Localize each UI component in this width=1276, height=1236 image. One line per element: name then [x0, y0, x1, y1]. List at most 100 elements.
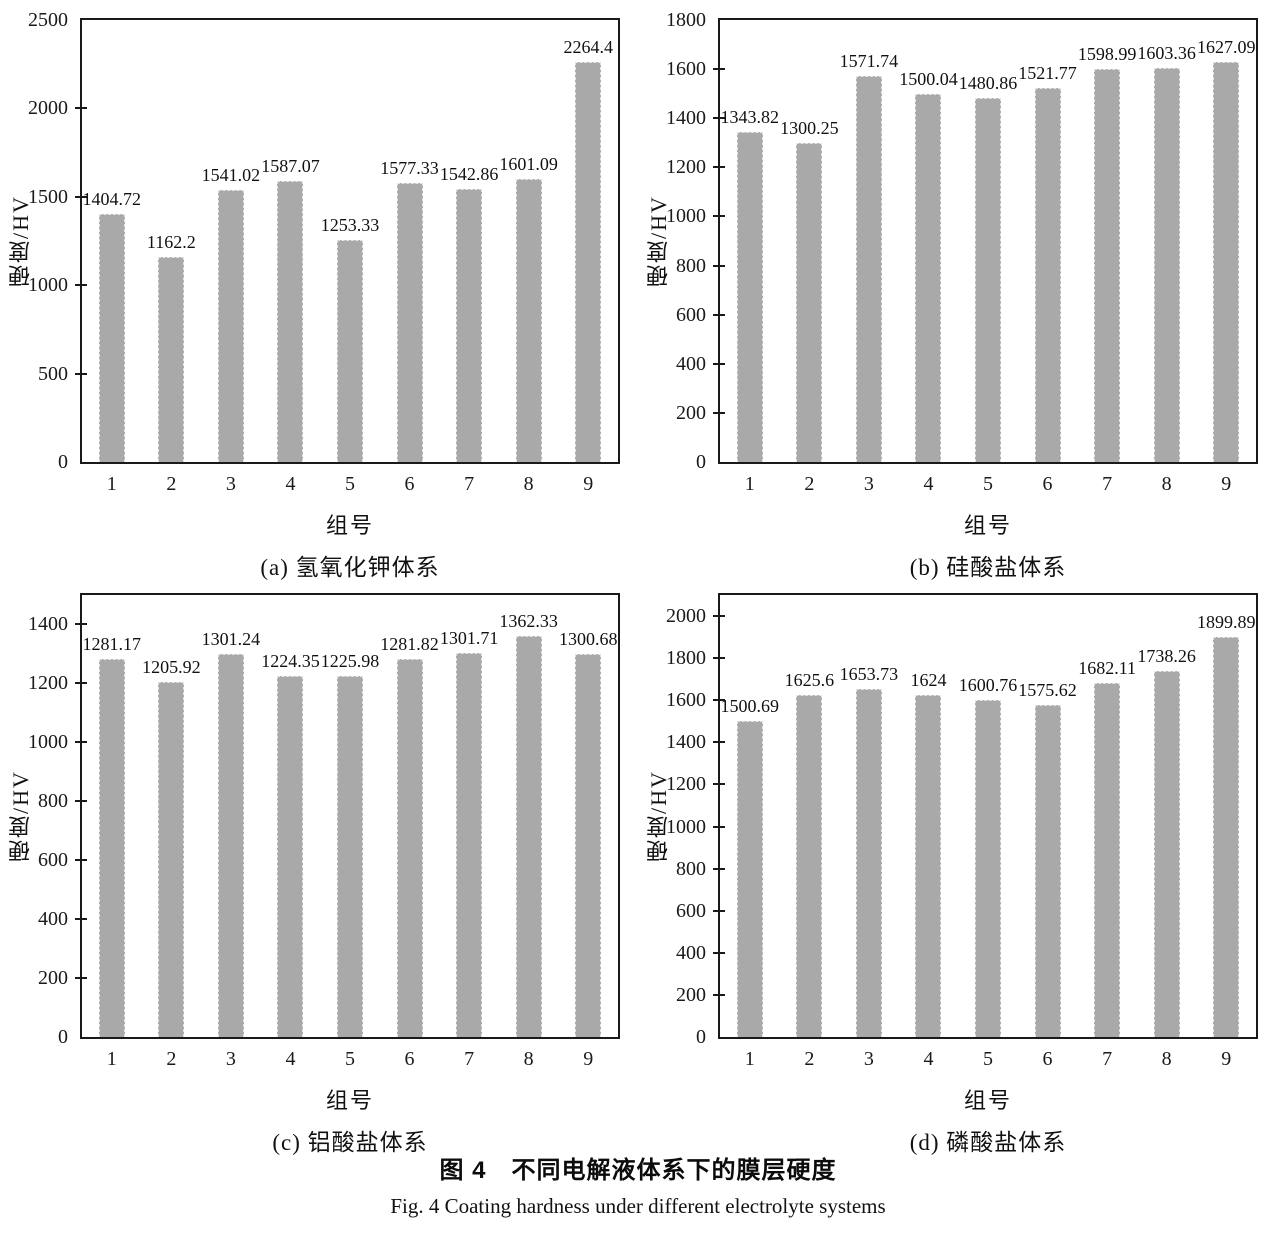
plot-area — [713, 18, 1258, 464]
y-tick-label: 0 — [696, 451, 706, 473]
bar-value-label: 1653.73 — [839, 663, 899, 684]
y-tick-label: 1800 — [666, 9, 706, 31]
bar — [277, 676, 304, 1037]
x-axis-title: 组号 — [325, 513, 375, 538]
y-tick-label: 1200 — [666, 773, 706, 796]
x-tick-label: 7 — [1102, 473, 1113, 495]
bar — [1213, 62, 1240, 462]
x-tick-label: 3 — [863, 473, 874, 495]
x-tick-label: 1 — [744, 473, 755, 495]
y-tick-label: 0 — [696, 1026, 706, 1048]
y-tick-label: 1600 — [666, 58, 706, 81]
y-tick-mark — [713, 741, 725, 744]
bar-value-label: 1300.25 — [780, 117, 839, 138]
x-tick-label: 2 — [804, 1048, 815, 1070]
y-tick-label: 1000 — [666, 815, 706, 838]
bar — [1034, 88, 1061, 462]
x-tick-label: 7 — [464, 473, 475, 495]
x-tick-label: 5 — [345, 473, 355, 495]
bar-value-label: 1500.69 — [720, 696, 780, 717]
bar — [158, 256, 185, 462]
y-tick-mark — [75, 918, 87, 921]
x-tick-label: 4 — [923, 1048, 934, 1070]
y-tick-label: 1000 — [28, 731, 68, 754]
bar — [855, 76, 882, 462]
panel-c-chart: 硬度/HV 组号 (c) 铝酸盐体系 0 200 400 600 800 1000 1200… — [0, 585, 638, 1160]
panel-subtitle: (b) 硅酸盐体系 — [909, 555, 1067, 580]
y-tick-mark — [713, 951, 725, 954]
y-tick-mark — [713, 313, 725, 316]
bar — [575, 653, 602, 1037]
bar-value-label: 1362.33 — [499, 610, 558, 631]
y-tick-mark — [75, 741, 87, 744]
y-tick-label: 400 — [676, 352, 706, 375]
bar — [515, 178, 542, 462]
bar-value-label: 1603.36 — [1137, 43, 1196, 64]
y-tick-label: 200 — [676, 983, 706, 1006]
y-tick-label: 800 — [676, 857, 706, 880]
x-tick-label: 8 — [1161, 473, 1172, 495]
y-tick-mark — [713, 657, 725, 660]
bar-value-label: 1301.71 — [439, 628, 499, 649]
x-tick-label: 2 — [166, 1048, 177, 1070]
bar-value-label: 1624 — [910, 670, 947, 691]
bar — [796, 694, 823, 1037]
panel-d-chart: 硬度/HV 组号 (d) 磷酸盐体系 0 200 400 600 800 1000 1200… — [638, 585, 1276, 1160]
y-tick-label: 1400 — [666, 107, 706, 130]
bar-value-label: 1253.33 — [320, 215, 380, 236]
bar — [217, 189, 244, 462]
y-tick-label: 1600 — [666, 689, 706, 712]
bar — [915, 93, 942, 462]
y-axis-title: 硬度/HV — [8, 195, 33, 287]
bar — [736, 721, 763, 1037]
y-tick-mark — [713, 264, 725, 267]
x-tick-label: 3 — [225, 473, 236, 495]
x-tick-label: 1 — [106, 1048, 117, 1070]
y-tick-mark — [75, 195, 87, 198]
plot-area — [75, 593, 620, 1039]
y-tick-label: 1800 — [666, 647, 706, 670]
x-tick-label: 6 — [1042, 473, 1053, 495]
y-tick-mark — [713, 993, 725, 996]
y-tick-mark — [713, 166, 725, 169]
bar-value-label: 1541.02 — [201, 164, 261, 185]
x-tick-label: 6 — [404, 473, 415, 495]
panel-subtitle: (a) 氢氧化钾体系 — [260, 555, 440, 580]
bar-value-label: 1600.76 — [958, 675, 1018, 696]
y-tick-mark — [713, 215, 725, 218]
bar — [736, 132, 763, 462]
bar-value-label: 1601.09 — [499, 153, 558, 174]
plot-area — [713, 593, 1258, 1039]
y-tick-label: 2000 — [28, 97, 68, 120]
bar — [217, 653, 244, 1037]
bar — [396, 659, 423, 1037]
figure-grid: 硬度/HV 组号 (a) 氢氧化钾体系 0 500 1000 1500 2000 2500… — [0, 9, 1276, 1160]
bar-value-label: 1738.26 — [1137, 646, 1196, 667]
bar — [337, 675, 363, 1037]
y-tick-label: 400 — [38, 908, 68, 931]
bar — [975, 98, 1001, 462]
bar-value-label: 1343.82 — [720, 107, 780, 128]
bar-value-label: 1281.82 — [380, 634, 439, 655]
bar-value-label: 1627.09 — [1196, 37, 1256, 58]
bar-value-label: 1899.89 — [1196, 612, 1256, 633]
y-tick-label: 400 — [676, 941, 706, 964]
bar-value-label: 1598.99 — [1077, 44, 1137, 65]
y-tick-mark — [713, 68, 725, 71]
y-axis-title: 硬度/HV — [646, 195, 671, 287]
x-tick-label: 9 — [1221, 473, 1232, 495]
y-tick-label: 1500 — [28, 185, 68, 208]
bar-value-label: 1225.98 — [320, 650, 380, 671]
y-tick-mark — [75, 107, 87, 110]
y-tick-mark — [713, 362, 725, 365]
bar — [1094, 682, 1121, 1037]
x-tick-label: 5 — [983, 473, 993, 495]
panel-subtitle: (c) 铝酸盐体系 — [272, 1130, 428, 1155]
bar — [1153, 671, 1180, 1037]
x-tick-label: 6 — [404, 1048, 415, 1070]
bar-value-label: 1281.17 — [82, 634, 142, 655]
y-tick-label: 1200 — [28, 672, 68, 695]
bar — [1153, 68, 1180, 462]
bar — [98, 659, 125, 1037]
bar-value-label: 1500.04 — [899, 68, 958, 89]
